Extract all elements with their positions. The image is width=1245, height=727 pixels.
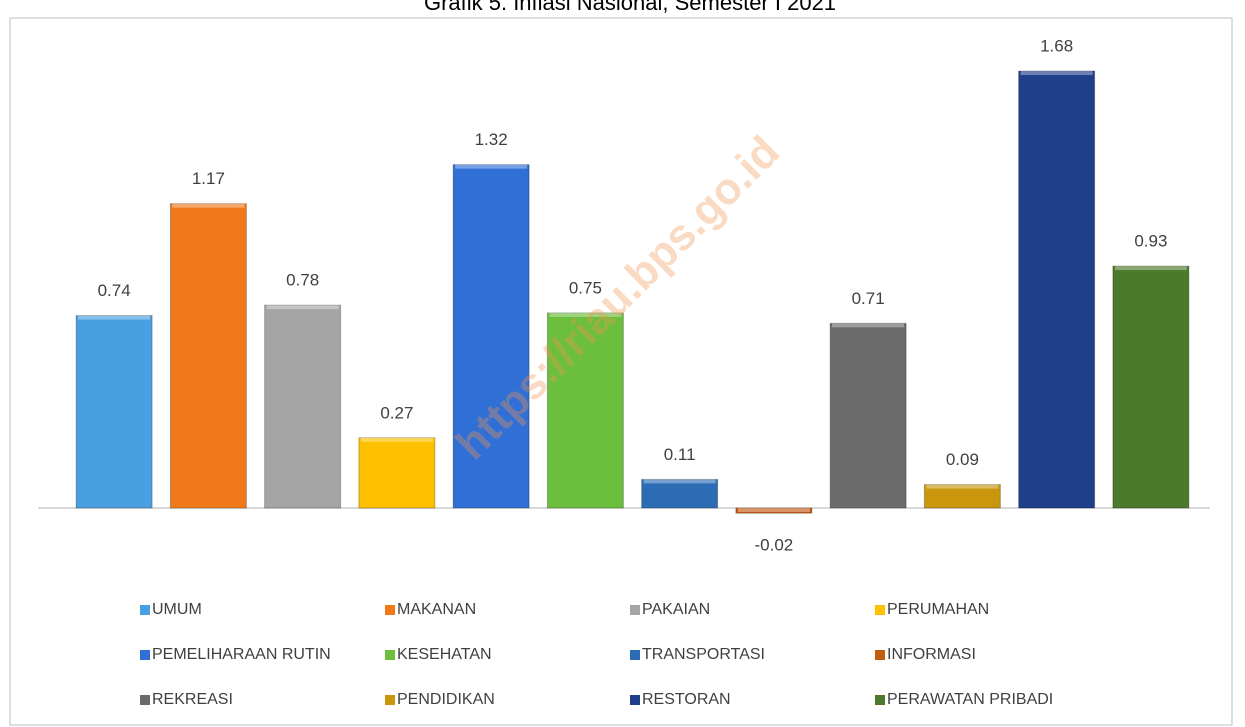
bar [923, 484, 1001, 509]
legend-label: PEMELIHARAAN RUTIN [152, 646, 331, 663]
data-label: -0.02 [755, 535, 794, 554]
bar [735, 507, 813, 514]
legend-label: INFORMASI [887, 646, 976, 663]
data-label: 0.75 [569, 278, 602, 297]
bar [358, 437, 436, 509]
legend-label: RESTORAN [642, 691, 731, 708]
bar [169, 203, 247, 509]
legend-swatch [875, 650, 885, 660]
legend-label: MAKANAN [397, 601, 476, 618]
legend-label: UMUM [152, 601, 202, 618]
bar-bevel [1020, 71, 1093, 75]
bar-bevel [360, 437, 433, 442]
legend-label: PENDIDIKAN [397, 691, 495, 708]
legend-swatch [385, 695, 395, 705]
legend-swatch [140, 695, 150, 705]
chart-title: Grafik 5. Inflasi Nasional, Semester I 2… [424, 0, 836, 15]
data-label: 0.93 [1134, 232, 1167, 251]
legend-swatch [875, 695, 885, 705]
data-label: 0.74 [98, 281, 131, 300]
legend-swatch [385, 650, 395, 660]
bar [641, 478, 719, 509]
bar-bevel [1114, 266, 1187, 271]
bar-bevel [643, 479, 716, 484]
legend-swatch [630, 650, 640, 660]
data-label: 1.17 [192, 169, 225, 188]
legend-swatch [630, 605, 640, 615]
legend-label: PAKAIAN [642, 601, 710, 618]
data-label: 0.27 [380, 403, 413, 422]
bar [829, 322, 907, 509]
legend-swatch [140, 605, 150, 615]
bar-bevel [455, 164, 528, 169]
bar [1112, 265, 1190, 509]
bar [452, 164, 530, 509]
bar [264, 304, 342, 509]
data-label: 0.11 [664, 445, 696, 464]
bar-bevel [266, 305, 339, 310]
legend-swatch [385, 605, 395, 615]
data-label: 0.71 [852, 289, 885, 308]
legend-swatch [875, 605, 885, 615]
bar [75, 315, 153, 509]
legend-label: KESEHATAN [397, 646, 492, 663]
bar-bevel [737, 508, 810, 512]
legend-label: TRANSPORTASI [642, 646, 765, 663]
bar-bevel [832, 323, 905, 328]
legend-label: REKREASI [152, 691, 233, 708]
bar-bevel [549, 312, 622, 317]
data-label: 1.32 [475, 130, 508, 149]
legend-label: PERAWATAN PRIBADI [887, 691, 1053, 708]
bar [546, 312, 624, 509]
data-label: 1.68 [1040, 36, 1073, 55]
bar-bevel [926, 484, 999, 489]
bar-bevel [172, 203, 245, 208]
legend-swatch [630, 695, 640, 705]
legend-label: PERUMAHAN [887, 601, 989, 618]
data-label: 0.09 [946, 450, 979, 469]
data-label: 0.78 [286, 271, 319, 290]
legend-swatch [140, 650, 150, 660]
bar [1018, 70, 1096, 509]
bar-bevel [78, 315, 151, 320]
